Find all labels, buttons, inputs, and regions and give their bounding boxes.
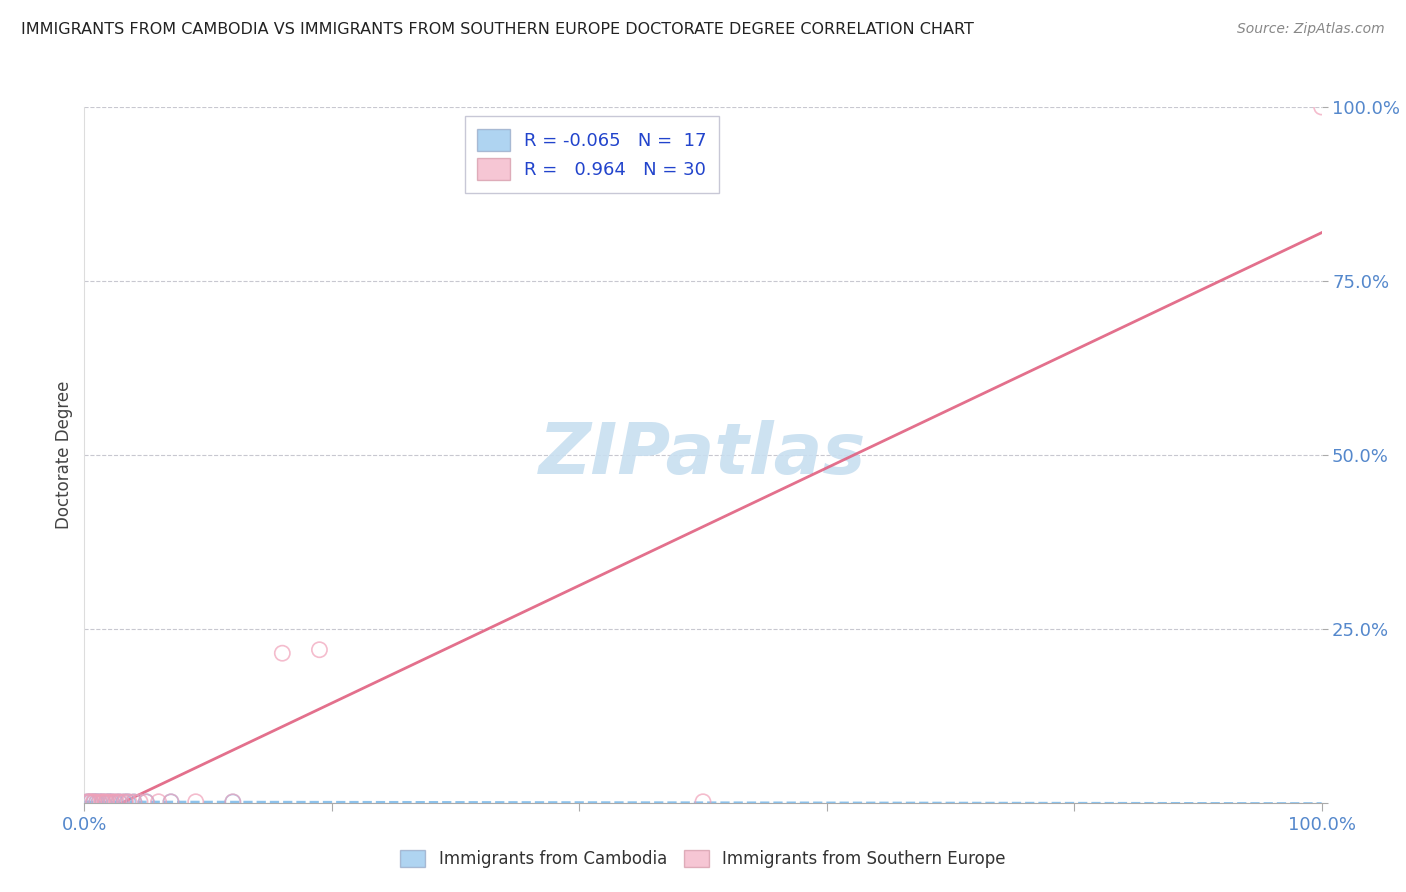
Point bbox=[76, 795, 98, 809]
Point bbox=[79, 795, 101, 809]
Point bbox=[94, 795, 117, 809]
Legend: Immigrants from Cambodia, Immigrants from Southern Europe: Immigrants from Cambodia, Immigrants fro… bbox=[394, 843, 1012, 874]
Text: IMMIGRANTS FROM CAMBODIA VS IMMIGRANTS FROM SOUTHERN EUROPE DOCTORATE DEGREE COR: IMMIGRANTS FROM CAMBODIA VS IMMIGRANTS F… bbox=[21, 22, 974, 37]
Point bbox=[105, 795, 128, 809]
Point bbox=[96, 795, 118, 809]
Point bbox=[1310, 100, 1333, 114]
Point bbox=[122, 795, 145, 809]
Y-axis label: Doctorate Degree: Doctorate Degree bbox=[55, 381, 73, 529]
Point bbox=[90, 795, 112, 809]
Point bbox=[160, 795, 183, 809]
Point bbox=[222, 795, 245, 809]
Text: Source: ZipAtlas.com: Source: ZipAtlas.com bbox=[1237, 22, 1385, 37]
Point bbox=[100, 795, 122, 809]
Point bbox=[148, 795, 170, 809]
Point bbox=[122, 795, 145, 809]
Point bbox=[135, 795, 157, 809]
Point bbox=[184, 795, 207, 809]
Point bbox=[222, 795, 245, 809]
Point bbox=[271, 646, 294, 660]
Point bbox=[82, 795, 104, 809]
Point bbox=[96, 795, 118, 809]
Point bbox=[89, 795, 111, 809]
Point bbox=[135, 795, 157, 809]
Point bbox=[692, 795, 714, 809]
Point bbox=[86, 795, 108, 809]
Point bbox=[108, 795, 131, 809]
Point bbox=[98, 795, 121, 809]
Point bbox=[117, 795, 139, 809]
Point bbox=[83, 795, 105, 809]
Point bbox=[308, 642, 330, 657]
Point bbox=[160, 795, 183, 809]
Point bbox=[98, 795, 121, 809]
Point bbox=[89, 795, 111, 809]
Point bbox=[79, 795, 101, 809]
Point bbox=[79, 795, 101, 809]
Text: ZIPatlas: ZIPatlas bbox=[540, 420, 866, 490]
Point bbox=[103, 795, 125, 809]
Point bbox=[91, 795, 114, 809]
Point bbox=[83, 795, 105, 809]
Point bbox=[100, 795, 122, 809]
Point bbox=[86, 795, 108, 809]
Point bbox=[77, 795, 100, 809]
Point bbox=[112, 795, 135, 809]
Point bbox=[114, 795, 136, 809]
Point bbox=[129, 795, 152, 809]
Point bbox=[104, 795, 127, 809]
Point bbox=[110, 795, 132, 809]
Point bbox=[108, 795, 131, 809]
Point bbox=[91, 795, 114, 809]
Point bbox=[118, 795, 141, 809]
